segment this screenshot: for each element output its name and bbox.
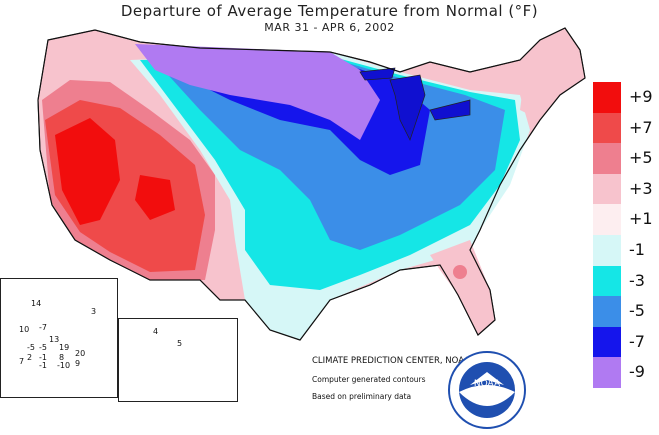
credit-line: Based on preliminary data [312, 392, 412, 401]
legend-label: +9 [629, 87, 653, 106]
legend-item: -9 [593, 357, 655, 388]
alaska-value: 7 [19, 357, 25, 366]
alaska-value: -10 [57, 361, 71, 370]
alaska-value: 19 [59, 343, 70, 352]
hawaii-inset: 4 5 [118, 318, 238, 402]
alaska-value: 10 [19, 325, 30, 334]
hawaii-value: 4 [153, 327, 159, 336]
alaska-value: 9 [75, 359, 81, 368]
map-date-range: MAR 31 - APR 6, 2002 [264, 21, 395, 34]
legend-item: -1 [593, 234, 655, 266]
alaska-value: 3 [91, 307, 97, 316]
alaska-value: -1 [39, 353, 47, 362]
legend-item: +9 [593, 82, 655, 113]
legend-swatch [593, 112, 621, 144]
us-border [37, 27, 586, 341]
credit-line: CLIMATE PREDICTION CENTER, NOAA [312, 356, 471, 366]
southeast-plus3-zone [430, 240, 495, 335]
legend-swatch [593, 204, 621, 235]
alaska-value: -5 [39, 343, 47, 352]
legend-item: +1 [593, 204, 655, 235]
alaska-value: -7 [39, 323, 47, 332]
color-legend: +9 +7 +5 +3 +1 -1 -3 -5 -7 -9 [593, 82, 655, 388]
legend-label: +1 [629, 209, 653, 229]
legend-label: -7 [629, 331, 645, 351]
legend-swatch [593, 326, 621, 358]
alaska-value: 20 [75, 349, 86, 358]
alaska-value: -5 [27, 343, 35, 352]
legend-item: -3 [593, 265, 655, 297]
alaska-value: 8 [59, 353, 65, 362]
alaska-value: 14 [31, 299, 42, 308]
legend-label: +3 [629, 178, 653, 198]
north-minus9-zone [135, 44, 380, 140]
florida-plus5-spot [453, 265, 467, 279]
legend-item: +3 [593, 173, 655, 205]
legend-swatch [593, 234, 621, 266]
legend-swatch [593, 82, 621, 113]
legend-label: -9 [629, 362, 645, 382]
credit-line: Computer generated contours [312, 375, 426, 384]
legend-label: +7 [629, 117, 653, 137]
legend-item: -5 [593, 296, 655, 327]
legend-label: +5 [629, 148, 653, 168]
alaska-value: -1 [39, 361, 47, 370]
alaska-inset: 14 3 10 -7 13 -5 -5 19 2 -1 8 20 7 -1 -1… [0, 278, 118, 398]
legend-swatch [593, 357, 621, 388]
legend-swatch [593, 265, 621, 297]
legend-swatch [593, 296, 621, 327]
legend-item: +5 [593, 143, 655, 174]
west-plus9-zone-2 [135, 175, 175, 220]
legend-item: +7 [593, 112, 655, 144]
legend-label: -5 [629, 301, 645, 321]
northeast-plus3-zone [520, 40, 585, 120]
legend-label: -3 [629, 270, 645, 290]
alaska-value: 2 [27, 353, 33, 362]
legend-label: -1 [629, 239, 645, 259]
hawaii-value: 5 [177, 339, 183, 348]
west-plus9-zone [55, 118, 120, 225]
great-lakes [359, 67, 471, 141]
map-title: Departure of Average Temperature from No… [120, 2, 539, 20]
legend-swatch [593, 173, 621, 205]
alaska-value: 13 [49, 335, 60, 344]
legend-swatch [593, 143, 621, 174]
legend-item: -7 [593, 326, 655, 358]
